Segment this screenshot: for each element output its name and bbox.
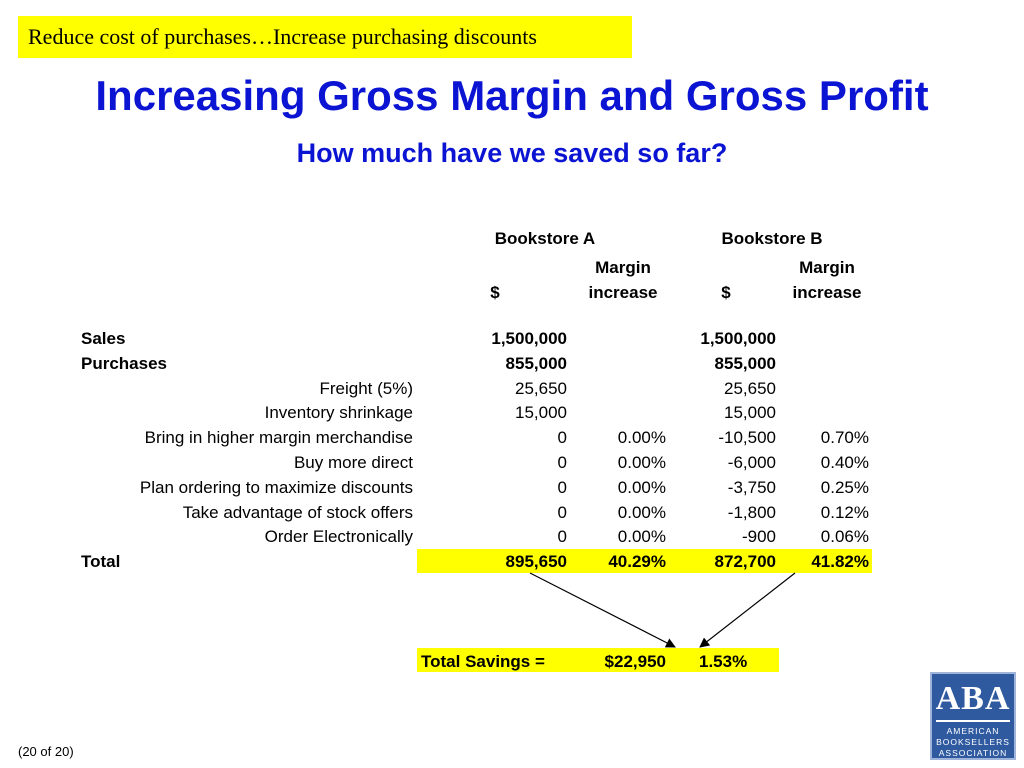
row-bookstore-b-value: -900 xyxy=(741,527,776,546)
logo-divider xyxy=(936,720,1010,722)
row-bookstore-a-margin: 0.00% xyxy=(617,478,666,497)
row-bookstore-a-value: 1,500,000 xyxy=(491,329,567,348)
row-label: Take advantage of stock offers xyxy=(182,503,413,522)
row-bookstore-a-margin: 0.00% xyxy=(617,527,666,546)
header-bookstore-b: Bookstore B xyxy=(721,229,823,248)
row-bookstore-b-margin: 0.40% xyxy=(820,453,869,472)
row-label: Buy more direct xyxy=(293,453,413,472)
row-bookstore-a-value: 25,650 xyxy=(515,379,567,398)
row-bookstore-b-value: 25,650 xyxy=(724,379,776,398)
row-bookstore-b-margin: 0.70% xyxy=(820,428,869,447)
row-bookstore-b-margin: 0.12% xyxy=(820,503,869,522)
row-bookstore-b-value: 872,700 xyxy=(714,552,776,571)
arrow-from-bookstore-a xyxy=(529,572,676,648)
row-bookstore-a-margin: 0.00% xyxy=(617,503,666,522)
row-bookstore-b-value: -1,800 xyxy=(727,503,776,522)
topic-banner: Reduce cost of purchases…Increase purcha… xyxy=(18,16,632,58)
row-bookstore-b-value: 1,500,000 xyxy=(700,329,776,348)
total-row-highlight xyxy=(417,549,872,573)
total-savings-dollars: $22,950 xyxy=(604,652,666,671)
row-label: Plan ordering to maximize discounts xyxy=(139,478,413,497)
row-bookstore-b-value: 15,000 xyxy=(724,403,776,422)
row-bookstore-a-margin: 0.00% xyxy=(617,453,666,472)
header-bookstore-a: Bookstore A xyxy=(494,229,596,248)
row-bookstore-b-value: 855,000 xyxy=(714,354,776,373)
row-label: Bring in higher margin merchandise xyxy=(144,428,413,447)
aba-logo: ABA AMERICAN BOOKSELLERS ASSOCIATION xyxy=(930,672,1016,760)
row-label: Purchases xyxy=(81,354,167,373)
logo-line-3: ASSOCIATION xyxy=(938,748,1008,758)
row-bookstore-a-value: 895,650 xyxy=(505,552,567,571)
logo-line-1: AMERICAN xyxy=(946,726,1000,736)
total-savings-percent: 1.53% xyxy=(699,652,748,671)
slide-title: Increasing Gross Margin and Gross Profit xyxy=(95,72,929,119)
header-dollar-b: $ xyxy=(721,283,731,302)
row-bookstore-b-margin: 0.25% xyxy=(820,478,869,497)
logo-letters: ABA xyxy=(935,680,1011,717)
savings-row-highlight xyxy=(417,648,779,672)
row-label: Inventory shrinkage xyxy=(264,403,413,422)
row-bookstore-a-value: 0 xyxy=(557,428,567,447)
row-bookstore-b-value: -3,750 xyxy=(727,478,776,497)
slide-subtitle: How much have we saved so far? xyxy=(296,138,728,168)
page-counter: (20 of 20) xyxy=(18,744,74,759)
row-bookstore-a-value: 15,000 xyxy=(515,403,567,422)
row-bookstore-a-value: 0 xyxy=(557,503,567,522)
row-bookstore-a-value: 0 xyxy=(557,527,567,546)
row-label: Order Electronically xyxy=(264,527,413,546)
row-bookstore-a-margin: 0.00% xyxy=(617,428,666,447)
row-bookstore-b-margin: 41.82% xyxy=(811,552,869,571)
header-margin-b-line1: Margin xyxy=(799,258,855,277)
logo-line-2: BOOKSELLERS xyxy=(936,737,1010,747)
row-bookstore-a-value: 855,000 xyxy=(505,354,567,373)
row-bookstore-a-margin: 40.29% xyxy=(608,552,666,571)
total-savings-label: Total Savings = xyxy=(421,652,545,671)
row-bookstore-b-value: -6,000 xyxy=(727,453,776,472)
row-bookstore-b-value: -10,500 xyxy=(718,428,776,447)
header-margin-a-line2: increase xyxy=(588,283,658,302)
header-margin-a-line1: Margin xyxy=(595,258,651,277)
header-margin-b-line2: increase xyxy=(792,283,862,302)
arrow-from-bookstore-b xyxy=(699,572,796,648)
row-bookstore-a-value: 0 xyxy=(557,478,567,497)
row-label: Freight (5%) xyxy=(319,379,413,398)
row-bookstore-b-margin: 0.06% xyxy=(820,527,869,546)
row-bookstore-a-value: 0 xyxy=(557,453,567,472)
row-label: Total xyxy=(81,552,121,571)
header-dollar-a: $ xyxy=(490,283,500,302)
row-label: Sales xyxy=(81,329,126,348)
